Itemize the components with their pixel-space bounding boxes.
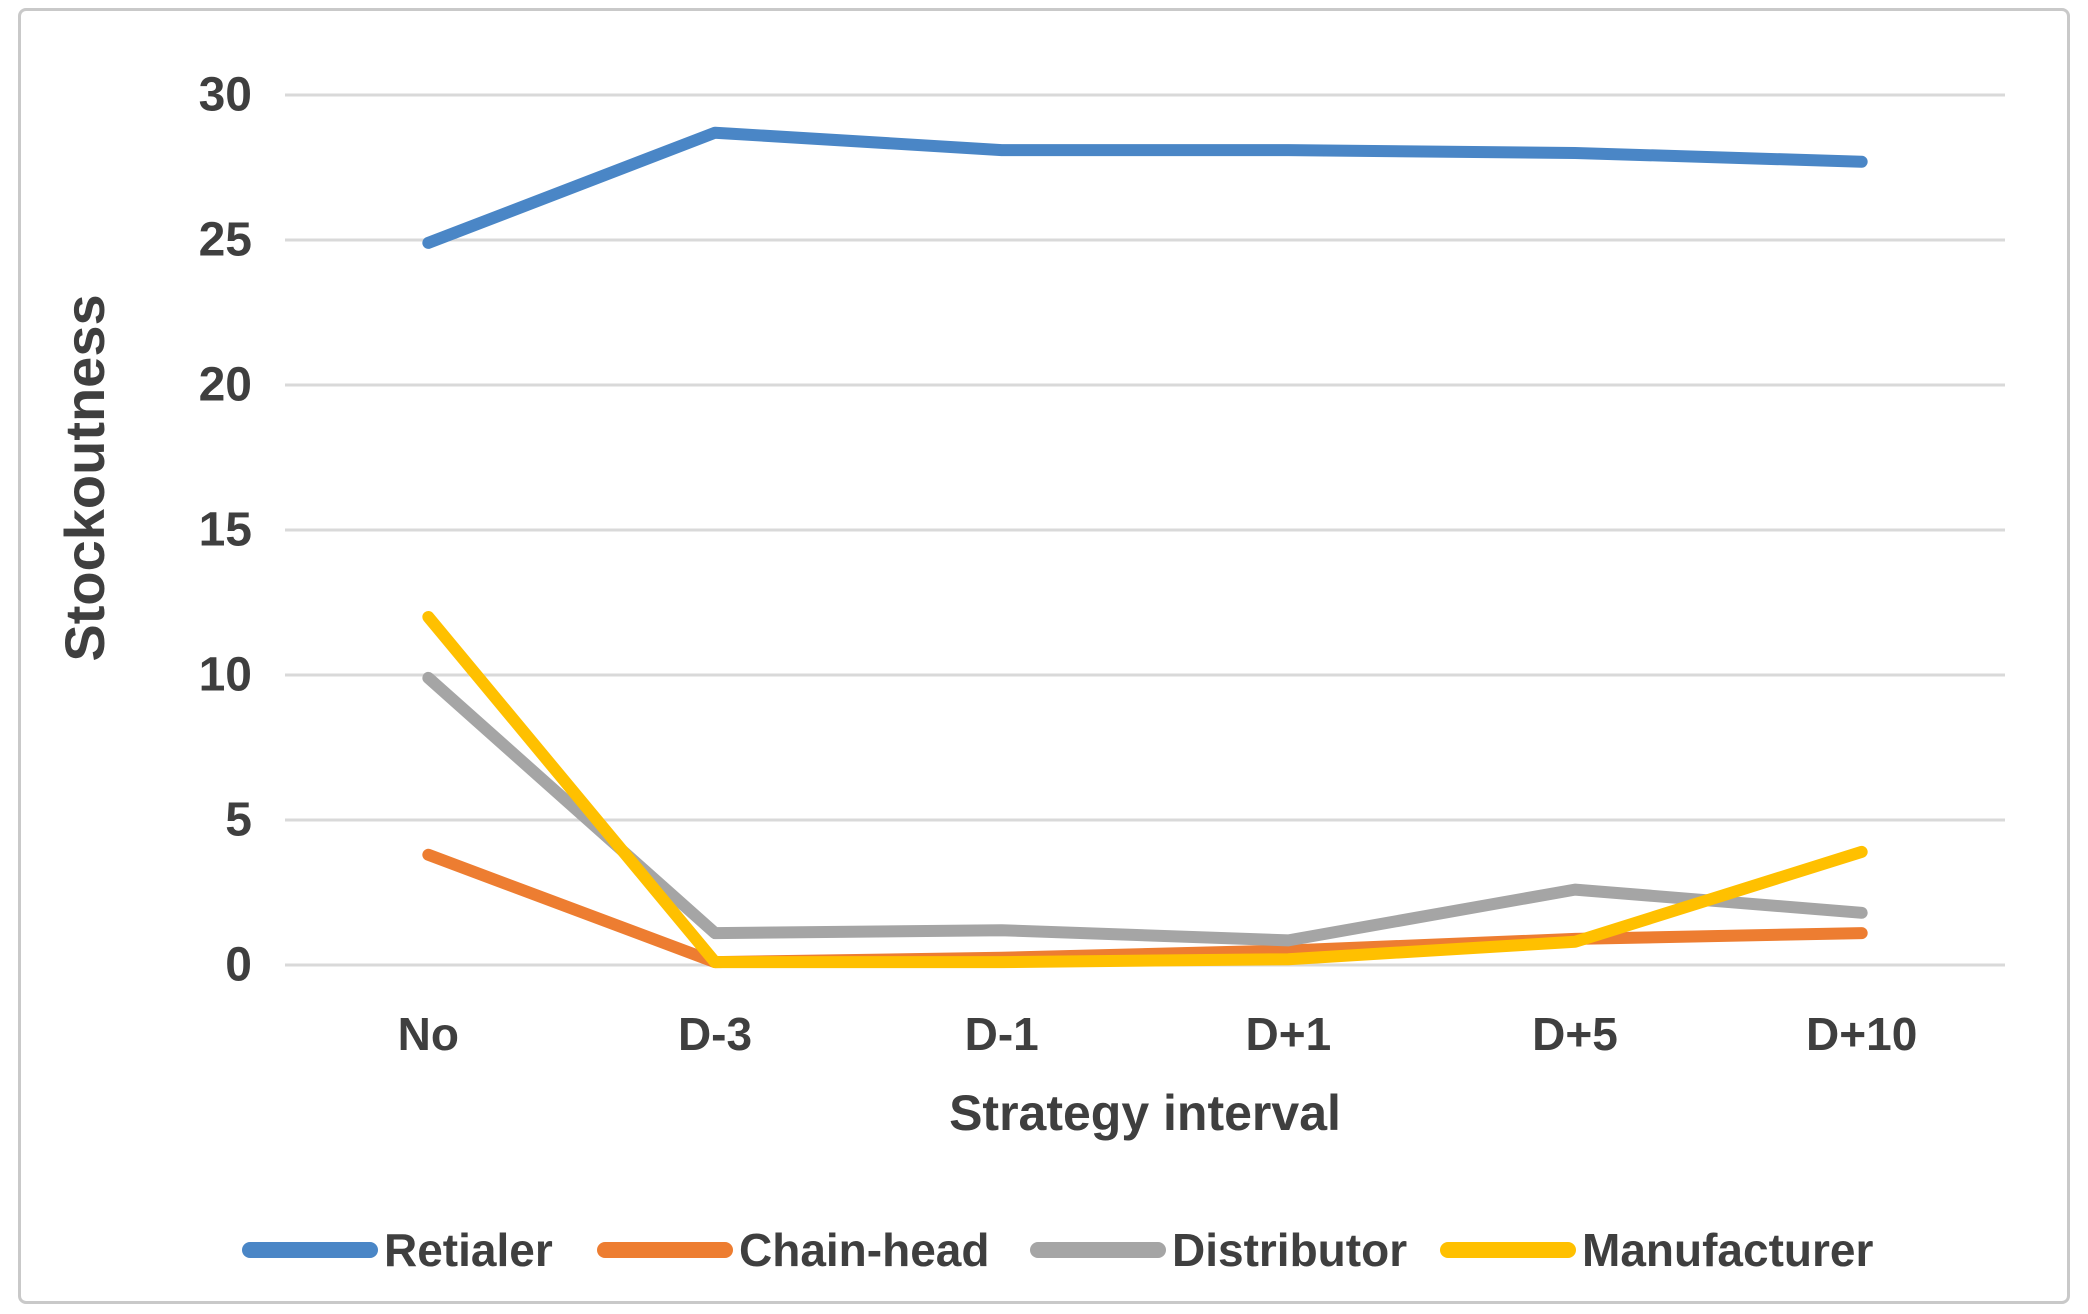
series-line-manufacturer: [422, 611, 1868, 969]
series-line-distributor: [422, 671, 1868, 947]
x-category-label-D+5: D+5: [1532, 1008, 1618, 1060]
x-category-label-D+10: D+10: [1806, 1008, 1917, 1060]
legend-label-distributor: Distributor: [1172, 1224, 1407, 1276]
y-tick-label-30: 30: [199, 69, 252, 122]
legend-label-retialer: Retialer: [384, 1224, 553, 1276]
y-tick-label-10: 10: [199, 649, 252, 702]
y-axis-title: Stockoutness: [53, 294, 116, 661]
plot-area: 0 5 10 15 20 25 30 No D-3 D-1 D+1 D+5 D+10: [199, 69, 2005, 1060]
y-tick-label-15: 15: [199, 504, 252, 557]
legend-label-manufacturer: Manufacturer: [1582, 1224, 1873, 1276]
y-tick-label-25: 25: [199, 214, 252, 267]
series-line-chain-head: [422, 848, 1868, 969]
series-line-retialer: [422, 126, 1868, 249]
x-category-label-No: No: [398, 1008, 459, 1060]
y-tick-label-5: 5: [225, 794, 252, 847]
y-tick-label-20: 20: [199, 359, 252, 412]
x-axis-title: Strategy interval: [949, 1085, 1341, 1141]
x-category-label-D-1: D-1: [965, 1008, 1039, 1060]
x-category-label-D+1: D+1: [1245, 1008, 1331, 1060]
x-category-label-D-3: D-3: [678, 1008, 752, 1060]
legend: Retialer Chain-head Distributor Manufacture…: [242, 1224, 1873, 1276]
legend-label-chain-head: Chain-head: [739, 1224, 989, 1276]
y-tick-label-0: 0: [225, 939, 252, 992]
